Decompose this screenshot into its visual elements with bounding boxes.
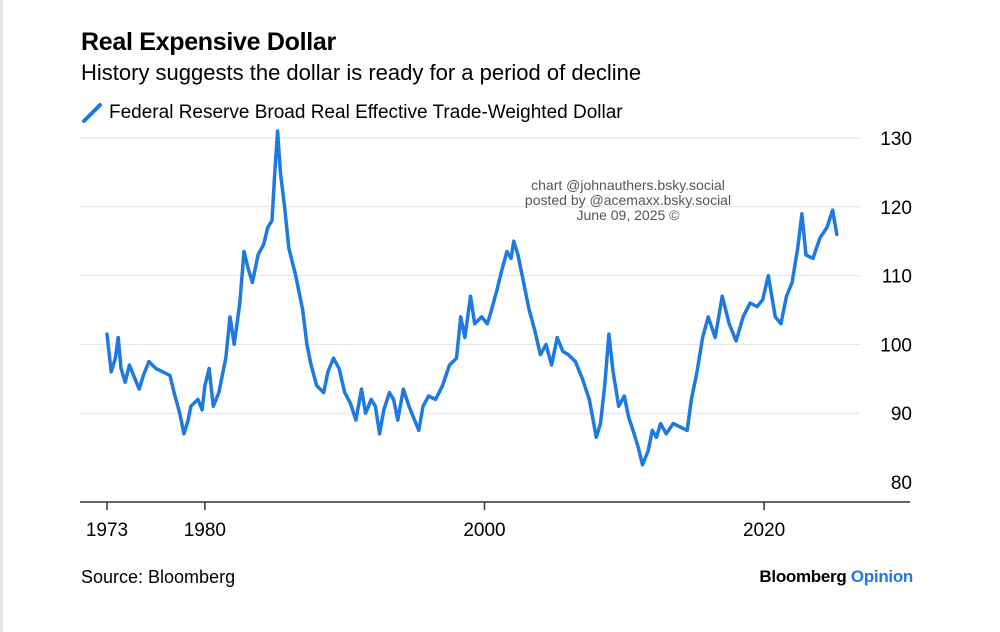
series-line-0 bbox=[105, 129, 839, 467]
y-tick-label-110: 110 bbox=[882, 267, 912, 288]
chart-subtitle: History suggests the dollar is ready for… bbox=[81, 60, 642, 85]
gridlines bbox=[80, 137, 860, 414]
x-tick-label-2020: 2020 bbox=[743, 520, 785, 541]
source-note: Source: Bloomberg bbox=[81, 567, 236, 587]
legend-label: Federal Reserve Broad Real Effective Tra… bbox=[109, 102, 623, 123]
y-tick-label-90: 90 bbox=[891, 404, 912, 425]
brand-main: Bloomberg bbox=[759, 567, 847, 586]
watermark-line-2: posted by @acemaxx.bsky.social bbox=[525, 192, 731, 208]
y-tick-label-120: 120 bbox=[880, 198, 912, 219]
page-left-rule bbox=[0, 0, 3, 632]
brand-accent: Opinion bbox=[850, 567, 913, 586]
chart-title: Real Expensive Dollar bbox=[81, 28, 336, 56]
legend-line-icon bbox=[82, 103, 102, 123]
x-tick-label-2000: 2000 bbox=[463, 520, 505, 541]
bloomberg-opinion-logo: Bloomberg Opinion bbox=[759, 567, 913, 587]
y-tick-label-100: 100 bbox=[880, 335, 912, 356]
y-tick-label-130: 130 bbox=[880, 129, 912, 150]
series-layer bbox=[105, 129, 839, 467]
x-tick-label-1980: 1980 bbox=[184, 520, 226, 541]
x-tick-label-1973: 1973 bbox=[86, 520, 128, 541]
watermark-line-3: June 09, 2025 © bbox=[577, 207, 681, 223]
axes: 80 90 100 110 120 130 1973 1980 2000 2020 bbox=[80, 129, 912, 541]
y-tick-label-80: 80 bbox=[891, 473, 912, 494]
watermark: chart @johnauthers.bsky.social posted by… bbox=[525, 177, 731, 223]
chart-legend: Federal Reserve Broad Real Effective Tra… bbox=[81, 102, 623, 124]
watermark-line-1: chart @johnauthers.bsky.social bbox=[531, 177, 725, 193]
